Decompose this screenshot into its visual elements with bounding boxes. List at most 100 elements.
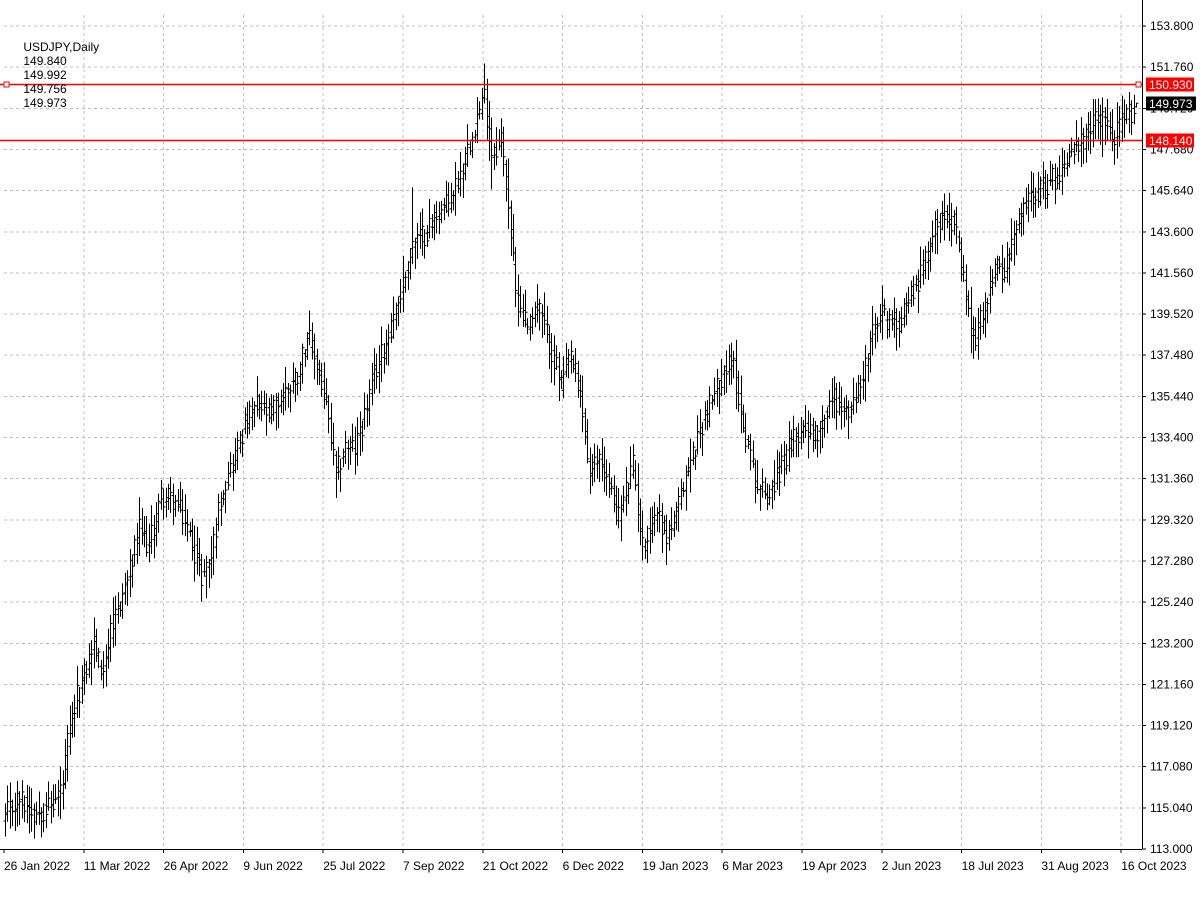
ohlc-bar [530,307,535,335]
ohlc-bar [159,480,164,510]
ohlc-bar [1038,176,1043,207]
ohlc-bar [51,784,56,818]
ohlc-bar [386,324,391,366]
ohlc-bar [444,180,449,214]
ohlc-bar [247,400,252,435]
ohlc-bar [731,350,736,379]
ohlc-bar [640,510,645,561]
ohlc-bar [317,359,322,385]
ohlc-bar [235,431,240,471]
ohlc-bar [772,459,777,501]
ohlc-bar [34,801,39,826]
ohlc-bar [1067,143,1072,168]
ohlc-bar [216,493,221,532]
ohlc-bar [221,489,226,506]
ohlc-bar [784,443,789,475]
y-tick-label: 131.360 [1150,472,1194,486]
ohlc-bar [782,441,787,487]
x-tick-label: 31 Aug 2023 [1041,859,1109,873]
ohlc-bar [1002,257,1007,283]
ohlc-bar [355,417,360,467]
ohlc-bar [940,200,945,231]
ohlc-bar [446,182,451,217]
ohlc-bar [365,394,370,428]
y-tick-label: 145.640 [1150,184,1194,198]
ohlc-bar [156,493,161,533]
ohlc-bar [806,410,811,459]
ohlc-bar [882,298,887,316]
ohlc-bar [137,497,142,557]
ohlc-bar [250,397,255,431]
ohlc-bar [509,200,514,257]
ohlc-bar [1021,197,1026,236]
ohlc-bar [985,297,990,324]
ohlc-close: 149.973 [23,96,67,110]
ohlc-bar [209,536,214,579]
ohlc-bar [264,393,269,436]
ohlc-bar [830,378,835,419]
ohlc-bar [911,275,916,306]
horizontal-level-line[interactable] [0,81,1142,88]
ohlc-bar [945,204,950,229]
ohlc-bar [820,405,825,449]
y-tick-label: 143.600 [1150,225,1194,239]
level-handle-left[interactable] [3,81,10,88]
level-handle-right[interactable] [1135,81,1142,88]
ohlc-bar [178,481,183,513]
ohlc-bar [219,491,224,527]
ohlc-bar [281,383,286,416]
ohlc-bar [274,393,279,431]
x-tick-label: 26 Jan 2022 [4,859,70,873]
ohlc-bar [1076,137,1081,163]
ohlc-bar [1014,220,1019,256]
ohlc-bar [712,377,717,406]
ohlc-bar [561,356,566,399]
ohlc-bar [652,501,657,536]
ohlc-bar [906,286,911,314]
ohlc-bar [875,316,880,343]
ohlc-bar [1098,104,1103,145]
ohlc-bar [336,446,341,480]
ohlc-bar [226,461,231,490]
ohlc-bar [825,407,830,434]
ohlc-bar [1036,171,1041,208]
ohlc-bar [942,193,947,241]
ohlc-bar [350,423,355,452]
ohlc-bar [202,559,207,577]
ohlc-bar [518,285,523,318]
ohlc-bar [624,466,629,517]
ohlc-bar [77,687,82,718]
ohlc-bar [727,344,732,386]
ohlc-bar [326,395,331,434]
ohlc-bar [700,421,705,456]
ohlc-bar [688,438,693,493]
ohlc-bar [933,210,938,254]
y-tick-label: 151.760 [1150,60,1194,74]
ohlc-bar [628,446,633,489]
y-tick-label: 123.200 [1150,636,1194,650]
ohlc-bar [710,395,715,410]
ohlc-bar [674,501,679,531]
ohlc-bar [406,261,411,290]
ohlc-bar [68,705,73,755]
ohlc-bar [894,308,899,351]
ohlc-bar [413,237,418,269]
ohlc-bar [981,302,986,334]
ohlc-bar [844,394,849,420]
ohlc-bar [914,274,919,292]
ohlc-bar [56,779,61,817]
ohlc-bar [415,223,420,259]
ohlc-bar [686,457,691,477]
x-tick-label: 16 Oct 2023 [1121,859,1187,873]
ohlc-bar [1124,104,1129,125]
x-tick-label: 26 Apr 2022 [164,859,229,873]
ohlc-bar [1132,94,1137,125]
ohlc-bar [990,269,995,296]
x-tick-label: 6 Mar 2023 [722,859,783,873]
ohlc-bar [607,462,612,498]
ohlc-bar [540,304,545,338]
ohlc-bar [211,526,216,576]
ohlc-bar [341,448,346,468]
